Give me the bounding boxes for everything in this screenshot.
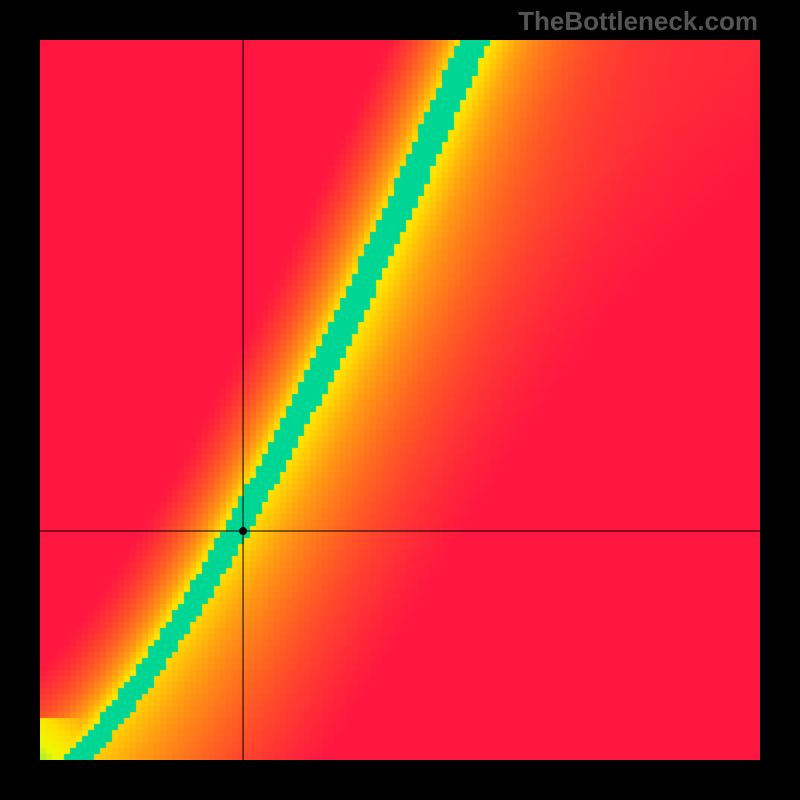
watermark-text: TheBottleneck.com	[518, 6, 758, 37]
bottleneck-heatmap	[40, 40, 760, 760]
